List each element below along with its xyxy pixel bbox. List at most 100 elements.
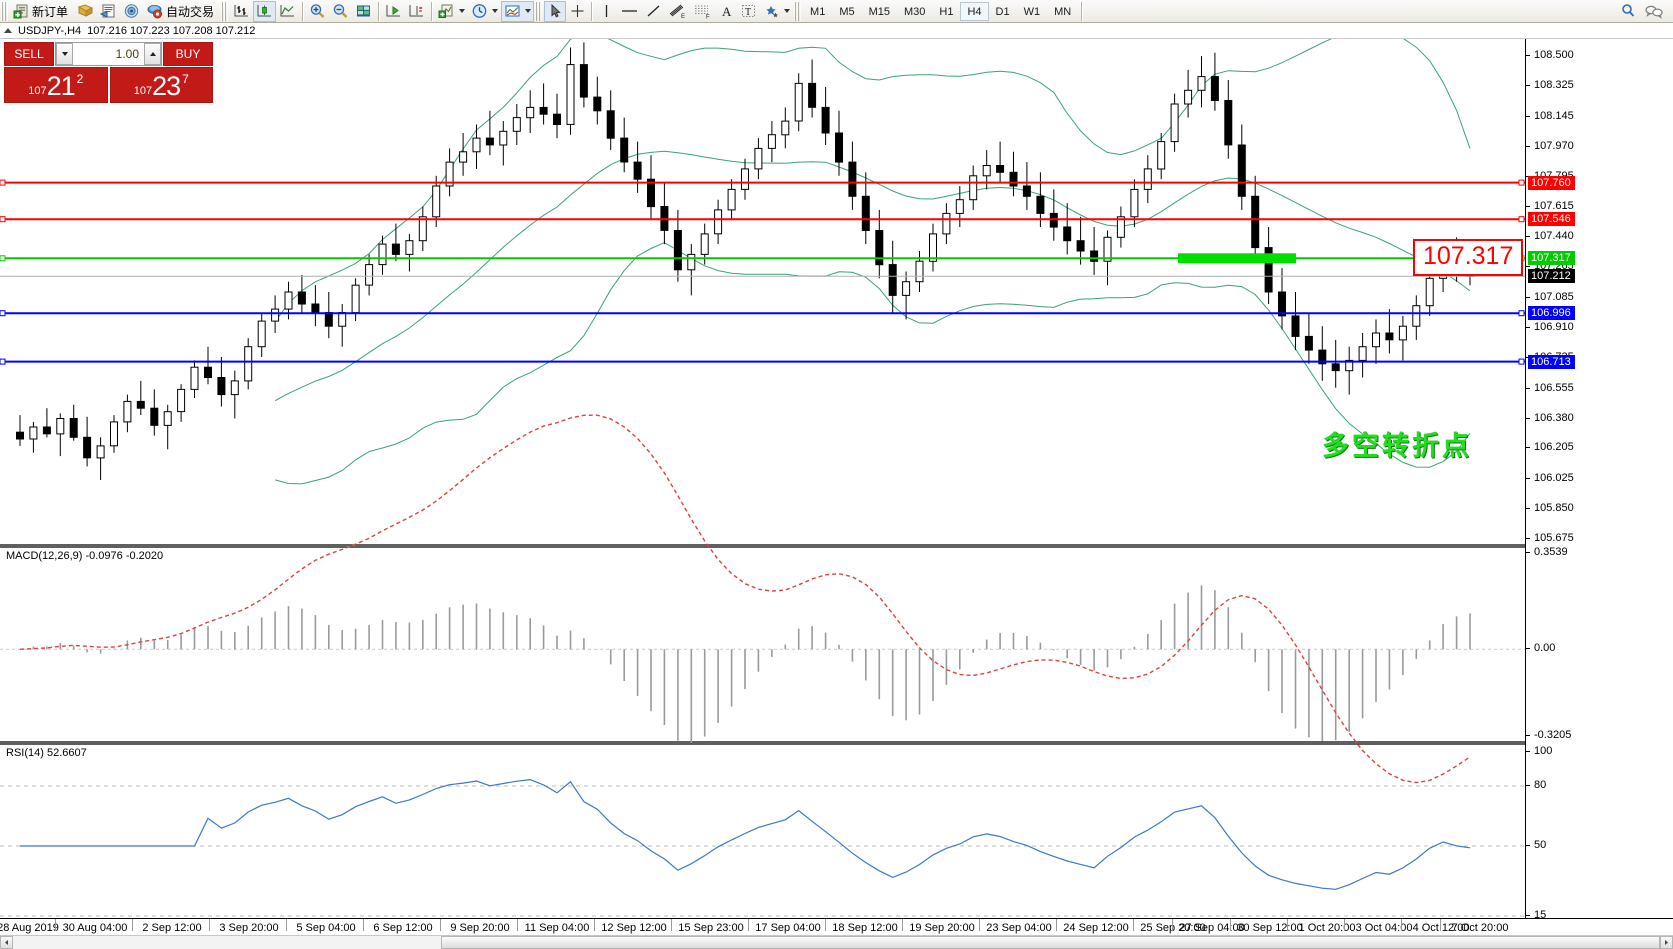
profiles-button[interactable] [74,1,97,22]
price-annotation-box: 107.317 [1413,239,1524,277]
candlestick-chart-button[interactable] [253,0,277,22]
sell-button[interactable]: SELL [4,42,54,66]
timeframe-mn[interactable]: MN [1054,5,1072,18]
timeframe-h1[interactable]: H1 [939,5,954,18]
terminal-button[interactable]: 自动交易 [143,1,220,22]
scroll-left-button[interactable] [0,935,13,949]
collapse-triangle-icon[interactable] [4,28,12,33]
period-dropdown-caret[interactable] [492,9,499,13]
timeframe-m1[interactable]: M1 [810,5,826,18]
fibonacci-button[interactable]: F [690,1,715,22]
toolbar-grip-4[interactable] [794,1,802,21]
autotrading-label: 自动交易 [166,4,215,19]
volume-value[interactable]: 1.00 [115,47,139,61]
one-click-trading-panel[interactable]: SELL 1.00 BUY 107 21 2 107 23 7 [4,42,213,104]
chart-shift-icon [409,5,424,17]
chart-container: SELL 1.00 BUY 107 21 2 107 23 7 [0,39,1673,948]
scroll-right-button[interactable] [1660,935,1673,949]
time-tick-separator [1440,919,1441,931]
macd-tick: 0.3539 [1526,546,1568,558]
one-click-top-row: SELL 1.00 BUY [4,42,213,66]
buy-price-display[interactable]: 107 23 7 [109,67,213,103]
auto-scroll-button[interactable] [382,1,405,22]
vertical-line-button[interactable] [595,1,617,22]
volume-field[interactable]: 1.00 [55,42,162,66]
navigator-button[interactable] [120,1,143,22]
cursor-icon [551,3,561,18]
time-tick: 30 Sep 12:00 [1237,922,1303,934]
timeframe-m15[interactable]: M15 [868,5,890,18]
zoom-out-button[interactable] [329,1,352,22]
chat-button[interactable] [1641,1,1667,22]
line-chart-button[interactable] [276,1,299,22]
toolbar-grip-3[interactable] [535,1,543,21]
price-level-label[interactable]: 107.212 [1528,269,1575,284]
market-watch-button[interactable] [97,1,120,22]
zoom-out-icon [333,4,348,18]
timeframe-d1[interactable]: D1 [995,5,1010,18]
text-label-button[interactable]: T [737,1,760,22]
svg-text:E: E [681,14,685,19]
zoom-in-button[interactable] [306,1,329,22]
templates-button[interactable] [501,0,535,22]
chart-plot-area[interactable] [0,39,1525,948]
timeframe-m30[interactable]: M30 [904,5,926,18]
timeframe-w1[interactable]: W1 [1023,5,1041,18]
objects-dropdown-caret[interactable] [784,9,791,13]
chevron-down-icon [61,52,68,56]
time-tick: 30 Aug 04:00 [62,922,128,934]
toolbar-grip[interactable] [1,1,8,21]
macd-indicator-label: MACD(12,26,9) -0.0976 -0.2020 [3,550,167,562]
fibonacci-icon: F [695,5,710,19]
time-tick: 7 Oct 20:00 [1451,922,1509,934]
data-window-icon [357,5,371,17]
price-level-label[interactable]: 107.546 [1528,212,1575,227]
volume-dropdown-button[interactable] [56,43,73,65]
search-button[interactable] [1617,1,1641,22]
indicators-dropdown-caret[interactable] [459,9,466,13]
indicators-button[interactable] [435,1,468,22]
price-level-label[interactable]: 107.317 [1528,251,1575,266]
price-tick: 106.025 [1526,472,1574,484]
buy-button[interactable]: BUY [163,42,213,66]
time-tick: 19 Sep 20:00 [909,922,975,934]
toolbar-grip-2[interactable] [221,1,229,21]
text-button[interactable]: A [715,1,737,22]
templates-dropdown-caret[interactable] [525,9,532,13]
time-tick-separator [1056,919,1057,931]
toolbar-separator-4 [591,1,593,21]
horizontal-line-button[interactable] [617,1,642,22]
new-order-button[interactable]: 新订单 [10,1,74,22]
sell-price-display[interactable]: 107 21 2 [4,67,108,103]
price-level-label[interactable]: 106.996 [1528,306,1575,321]
timeframe-m5[interactable]: M5 [839,5,855,18]
scrollbar-track[interactable] [13,935,1660,949]
chevron-up-icon [149,52,156,56]
timeframe-h4[interactable]: H4 [960,1,989,21]
data-window-button[interactable] [352,1,375,22]
horizontal-scrollbar[interactable] [0,935,1673,949]
volume-increment-button[interactable] [144,43,161,65]
price-tick: 108.500 [1526,49,1574,61]
navigator-icon [124,4,139,18]
equidistant-channel-button[interactable]: E [665,1,690,22]
time-tick: 3 Sep 20:00 [219,922,279,934]
objects-button[interactable] [760,1,793,22]
chart-shift-button[interactable] [405,1,428,22]
time-tick-separator [440,919,441,931]
symbol-info-bar: USDJPY-,H4 107.216 107.223 107.208 107.2… [0,23,1673,39]
crosshair-button[interactable] [566,1,588,22]
price-tick: 105.675 [1526,532,1574,544]
time-tick: 5 Sep 04:00 [296,922,356,934]
cursor-button[interactable] [544,0,567,22]
buy-price-prefix: 107 [133,85,153,97]
scrollbar-thumb[interactable] [441,935,1660,949]
price-level-label[interactable]: 106.713 [1528,354,1575,369]
bar-chart-button[interactable] [230,1,253,22]
trendline-button[interactable] [642,1,665,22]
period-button[interactable] [468,1,501,22]
price-level-label[interactable]: 107.760 [1528,175,1575,190]
time-tick: 11 Sep 04:00 [524,922,590,934]
price-axis[interactable]: 108.500108.325108.145107.970107.795107.6… [1525,39,1673,948]
time-tick: 28 Aug 2019 [0,922,59,934]
